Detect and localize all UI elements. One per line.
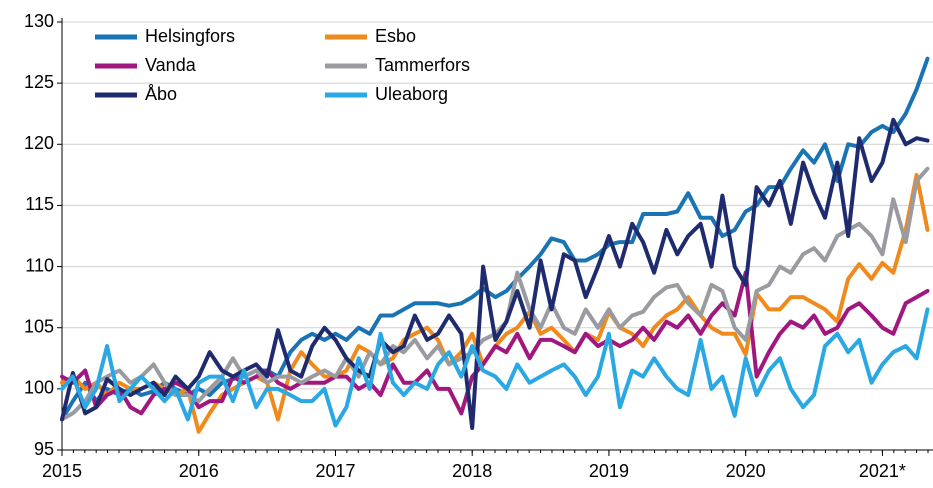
x-tick-label: 2019 [589,461,629,481]
y-tick-label: 105 [24,316,54,336]
legend-label: Åbo [145,84,177,104]
y-tick-label: 120 [24,133,54,153]
series-line [60,270,930,416]
x-tick-label: 2016 [179,461,219,481]
legend-label: Uleaborg [375,84,448,104]
y-tick-label: 110 [25,255,54,275]
x-tick-label: 2020 [726,461,766,481]
series-line [60,117,930,430]
legend-label: Esbo [375,26,416,46]
legend-label: Tammerfors [375,55,470,75]
y-tick-label: 125 [24,72,54,92]
y-tick-label: 95 [34,439,54,459]
y-tick-label: 100 [24,378,54,398]
x-tick-label: 2017 [315,461,355,481]
y-tick-label: 115 [25,194,54,214]
series-line [60,307,930,428]
y-tick-label: 130 [24,11,54,31]
legend-label: Helsingfors [145,26,235,46]
x-tick-label: 2015 [42,461,82,481]
legend-label: Vanda [145,55,197,75]
x-tick-label: 2021* [859,461,906,481]
series-line [60,56,930,422]
x-tick-label: 2018 [452,461,492,481]
